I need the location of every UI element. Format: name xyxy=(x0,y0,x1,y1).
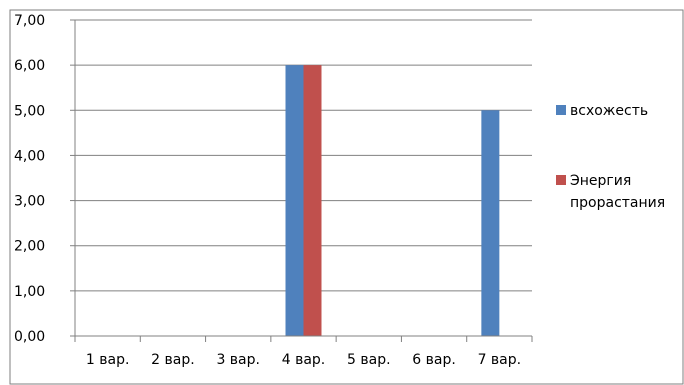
y-tick-label: 1,00 xyxy=(14,284,45,300)
x-axis-tick-labels: 1 вар. 2 вар. 3 вар. 4 вар. 5 вар. 6 вар. 7 ва… xyxy=(86,352,521,368)
x-tick-label: 6 вар. xyxy=(412,352,456,368)
x-tick-label: 2 вар. xyxy=(151,352,195,368)
legend-label: всхожесть xyxy=(570,103,648,119)
legend-label: прорастания xyxy=(570,195,665,211)
x-tick-label: 4 вар. xyxy=(282,352,326,368)
y-tick-label: 5,00 xyxy=(14,103,45,119)
legend: всхожесть Энергия прорастания xyxy=(556,103,665,211)
legend-swatch xyxy=(556,105,566,115)
legend-swatch xyxy=(556,175,566,185)
bars xyxy=(285,65,500,337)
x-tick-label: 3 вар. xyxy=(216,352,260,368)
bar xyxy=(303,65,322,337)
y-tick-label: 2,00 xyxy=(14,239,45,255)
bar xyxy=(285,65,304,337)
y-axis-tick-labels: 0,00 1,00 2,00 3,00 4,00 5,00 6,00 7,00 xyxy=(14,13,75,345)
y-tick-label: 6,00 xyxy=(14,58,45,74)
y-tick-label: 4,00 xyxy=(14,148,45,164)
x-ticks xyxy=(74,336,533,342)
x-tick-label: 7 вар. xyxy=(478,352,522,368)
y-tick-label: 0,00 xyxy=(14,329,45,345)
y-tick-label: 7,00 xyxy=(14,13,45,29)
chart-border xyxy=(9,9,684,385)
x-tick-label: 5 вар. xyxy=(347,352,391,368)
x-tick-label: 1 вар. xyxy=(86,352,130,368)
legend-label: Энергия xyxy=(570,173,631,189)
y-tick-label: 3,00 xyxy=(14,194,45,210)
bar xyxy=(481,110,500,337)
